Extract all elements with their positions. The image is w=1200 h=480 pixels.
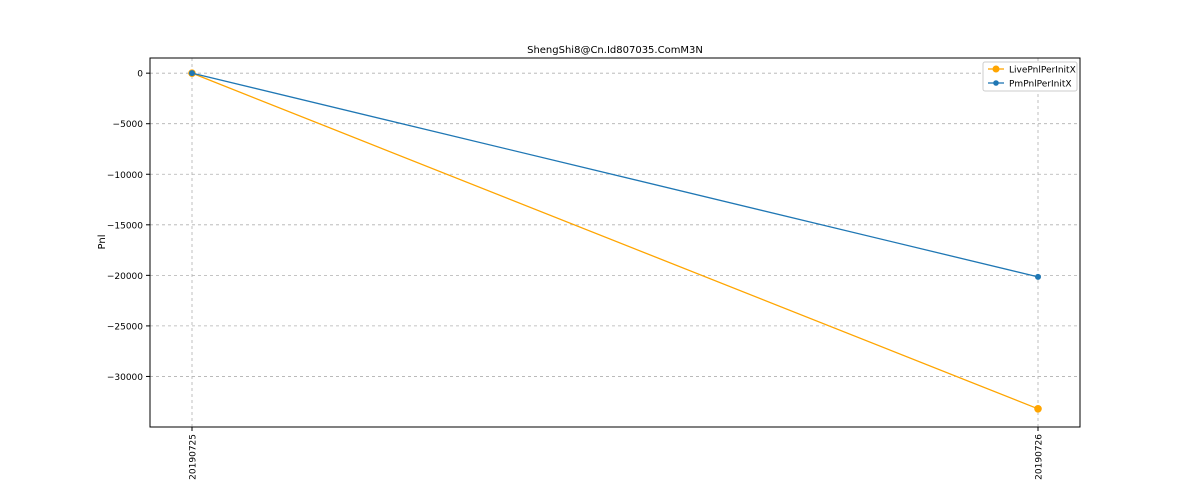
series-layer [188, 69, 1042, 413]
x-tick-label: 20190725 [189, 434, 199, 480]
legend-label-1: LivePnlPerInitX [1009, 66, 1076, 76]
data-point [189, 70, 195, 77]
legend-label-2: PmPnlPerInitX [1009, 80, 1072, 90]
plot-frame [149, 57, 1081, 428]
data-point [1035, 273, 1041, 280]
y-tick-label: −10000 [107, 171, 143, 181]
y-axis-label: Pnl [97, 235, 108, 250]
series-line-1 [191, 72, 1039, 410]
y-tick-label: −25000 [107, 322, 143, 332]
y-tick-label: 0 [137, 70, 143, 80]
y-tick-label: −20000 [107, 272, 143, 282]
legend-marker-1 [992, 65, 1000, 73]
y-axis: 0 −5000 −10000 −15000 −20000 −25000 −30000 [107, 70, 150, 383]
data-point [1034, 405, 1042, 413]
grid [150, 58, 1080, 427]
legend-marker-2 [993, 80, 999, 86]
y-tick-label: −30000 [107, 373, 143, 383]
legend: LivePnlPerInitX PmPnlPerInitX [982, 61, 1078, 92]
y-tick-label: −15000 [107, 221, 143, 231]
series-line-2 [191, 72, 1039, 278]
x-axis: 20190725 20190726 [189, 427, 1045, 480]
y-tick-label: −5000 [113, 120, 144, 130]
x-tick-label: 20190726 [1035, 434, 1045, 480]
legend-box [982, 61, 1078, 92]
chart-title: ShengShi8@Cn.Id807035.ComM3N [527, 45, 703, 56]
